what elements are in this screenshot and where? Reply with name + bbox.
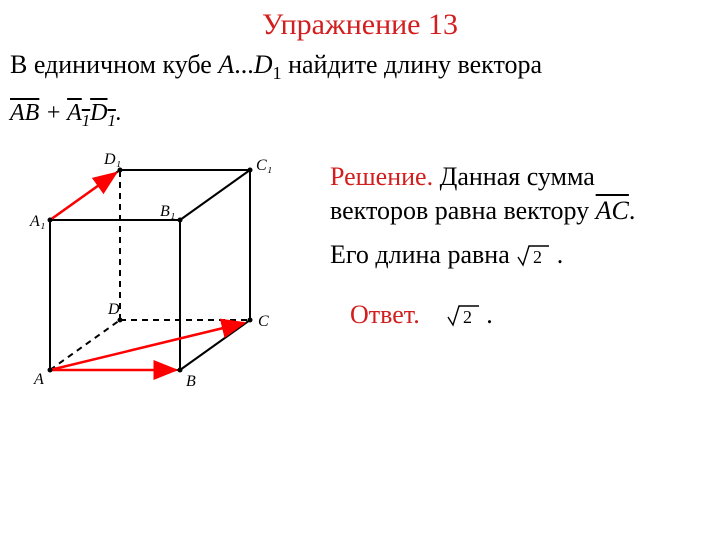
solution-text: Решение. Данная сумма векторов равна век… (330, 160, 710, 228)
label-d1: D₁ (103, 151, 121, 168)
answer-line: Ответ. 2 . (350, 300, 493, 330)
solution-line2: векторов равна вектору (330, 196, 596, 225)
solution-period: . (629, 196, 636, 225)
label-c1: C₁ (256, 157, 272, 174)
answer-period: . (486, 300, 493, 329)
vec-ab: AB (10, 100, 39, 126)
vectors (50, 173, 244, 370)
sqrt-icon: 2 (516, 243, 550, 267)
vector-a1d1 (50, 173, 116, 220)
sqrt-icon-answer: 2 (446, 303, 480, 327)
length-period: . (557, 240, 564, 269)
sqrt-val: 2 (533, 247, 542, 267)
problem-suffix: найдите длину вектора (282, 50, 542, 79)
length-text: Его длина равна (330, 240, 516, 269)
cube-label-a: A (218, 50, 234, 79)
vertex-dots (48, 168, 253, 373)
vector-expression: AB + A1D1. (10, 100, 122, 131)
label-a1: A₁ (29, 213, 45, 230)
answer-sqrt-val: 2 (463, 307, 472, 327)
vertex-labels: A B C D A₁ B₁ C₁ D₁ (29, 151, 272, 390)
label-c: C (258, 313, 269, 330)
label-b1: B₁ (160, 203, 175, 220)
vec2-b: D (90, 100, 107, 126)
vec2-a-sub: 1 (82, 111, 90, 130)
vec2-a: A (67, 100, 82, 126)
label-b: B (186, 373, 196, 390)
cube-label-sub: 1 (272, 63, 281, 83)
cube-label-ellipsis: ... (234, 50, 254, 79)
vector-ac (50, 323, 244, 370)
vec-ac: AC (596, 196, 629, 225)
vec2-b-sub: 1 (108, 111, 116, 130)
label-d: D (107, 301, 120, 318)
vec-a1d1: A1D1 (67, 100, 116, 126)
label-a: A (33, 371, 44, 388)
solution-line1: Данная сумма (433, 162, 595, 191)
problem-prefix: В единичном кубе (10, 50, 218, 79)
solution-label: Решение. (330, 162, 433, 191)
exercise-title: Упражнение 13 (0, 8, 720, 42)
length-line: Его длина равна 2 . (330, 240, 563, 270)
plus-sign: + (39, 100, 67, 126)
formula-period: . (116, 100, 122, 126)
answer-label: Ответ. (350, 300, 420, 329)
cube-diagram: A B C D A₁ B₁ C₁ D₁ (20, 140, 310, 400)
cube-label-d: D (254, 50, 273, 79)
problem-statement: В единичном кубе A...D1 найдите длину ве… (10, 50, 710, 84)
